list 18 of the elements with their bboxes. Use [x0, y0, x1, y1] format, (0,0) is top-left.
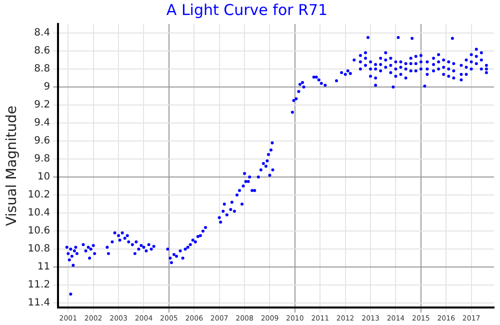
- y-tick-label: 10.4: [28, 208, 50, 219]
- y-tick-label: 11.2: [28, 280, 50, 291]
- chart-title: A Light Curve for R71: [166, 0, 328, 19]
- y-tick-label: 8.4: [34, 28, 50, 39]
- y-tick-label: 10.6: [28, 226, 50, 237]
- y-tick-label: 10.8: [28, 244, 50, 255]
- y-tick-label: 10: [37, 172, 50, 183]
- y-tick-label: 11: [37, 262, 50, 273]
- y-tick-label: 9.2: [34, 100, 50, 111]
- y-tick-label: 8.6: [34, 46, 50, 57]
- y-tick-label: 9.4: [34, 118, 50, 129]
- y-tick-label: 9: [44, 82, 50, 93]
- y-tick-label: 8.8: [34, 64, 50, 75]
- y-tick-label: 10.2: [28, 190, 50, 201]
- y-axis-title: Visual Magnitude: [4, 106, 20, 226]
- y-tick-label: 11.4: [28, 298, 50, 309]
- y-tick-label: 9.8: [34, 154, 50, 165]
- y-tick-label: 9.6: [34, 136, 50, 147]
